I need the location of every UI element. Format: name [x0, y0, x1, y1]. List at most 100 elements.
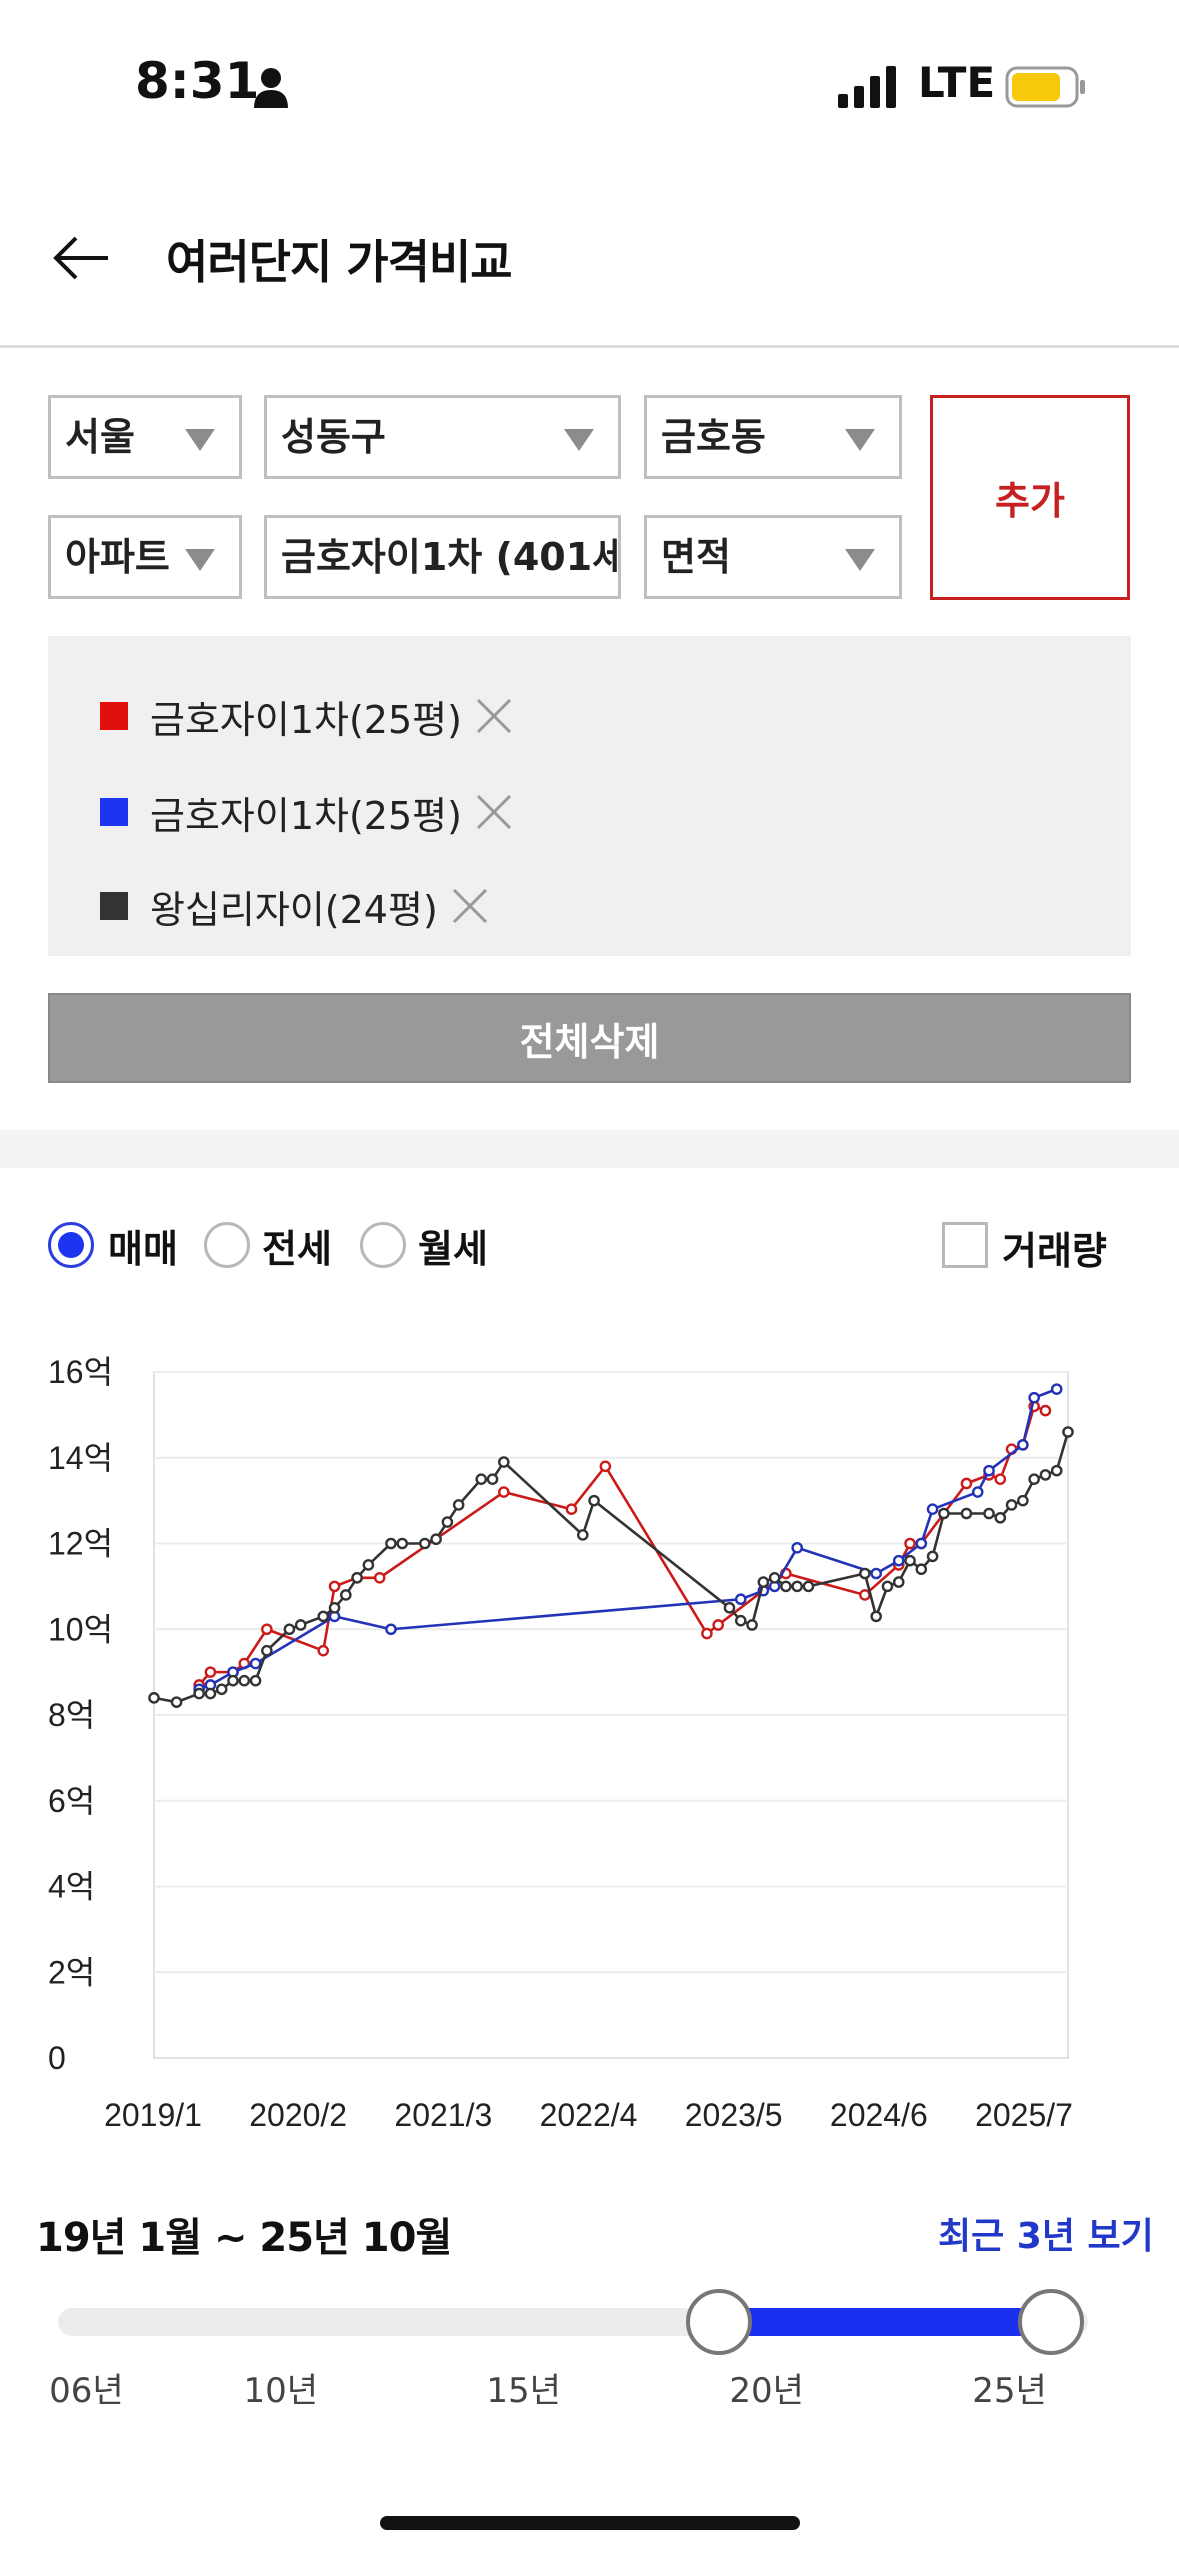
data-point [1017, 1439, 1029, 1451]
data-point [1005, 1499, 1018, 1511]
color-swatch [100, 892, 128, 920]
list-item: 왕십리자이(24평) [100, 876, 490, 936]
range-scale-label: 06년 [49, 2371, 124, 2411]
type-select-value: 아파트 [65, 535, 170, 579]
person-icon [254, 68, 288, 108]
data-point [419, 1537, 431, 1550]
radio-monthly-label[interactable]: 월세 [418, 1227, 488, 1271]
x-tick-label: 2022/4 [540, 2097, 638, 2133]
y-tick-label: 14억 [48, 1440, 113, 1476]
data-point [351, 1571, 363, 1584]
data-point [791, 1580, 803, 1593]
data-point [340, 1589, 352, 1601]
data-point [193, 1687, 205, 1700]
data-point [362, 1559, 375, 1571]
range-scale-label: 25년 [972, 2371, 1047, 2411]
selected-list: 금호자이1차(25평) 금호자이1차(25평) 왕십리자이(24평) [48, 636, 1131, 956]
x-tick-label: 2024/6 [830, 2097, 928, 2133]
data-point [1050, 1383, 1063, 1395]
data-point [283, 1623, 296, 1636]
chevron-down-icon [185, 549, 215, 571]
x-tick-label: 2025/7 [975, 2097, 1073, 2133]
data-point [723, 1602, 736, 1614]
data-point [1017, 1494, 1029, 1507]
data-point [768, 1571, 781, 1584]
city-select[interactable]: 서울 [48, 395, 242, 479]
range-track-selected [718, 2308, 1051, 2336]
x-tick-label: 2021/3 [394, 2097, 492, 2133]
dong-select[interactable]: 금호동 [644, 395, 902, 479]
recent-3-years-link[interactable]: 최근 3년 보기 [938, 2216, 1154, 2257]
radio-sale-label[interactable]: 매매 [108, 1227, 178, 1271]
chevron-down-icon [564, 429, 594, 451]
chevron-down-icon [845, 429, 875, 451]
data-point [486, 1473, 499, 1485]
data-point [870, 1567, 882, 1580]
data-point [960, 1477, 973, 1490]
series-line [153, 1431, 1070, 1704]
data-point [983, 1464, 995, 1477]
range-start-handle[interactable] [685, 2289, 752, 2355]
close-icon[interactable] [474, 696, 514, 736]
range-scale-label: 10년 [243, 2371, 319, 2411]
data-point [1050, 1464, 1063, 1477]
status-time: 8:31 [135, 52, 260, 110]
close-icon[interactable] [450, 886, 490, 926]
data-point [994, 1473, 1007, 1485]
range-end-handle[interactable] [1017, 2289, 1084, 2355]
data-point [565, 1503, 578, 1515]
y-tick-label: 16억 [48, 1354, 113, 1390]
data-point [317, 1644, 330, 1657]
area-select[interactable]: 면적 [644, 515, 902, 599]
data-point [328, 1602, 341, 1614]
data-point [983, 1507, 995, 1520]
data-point [430, 1533, 442, 1546]
data-point [396, 1537, 409, 1550]
back-arrow-icon[interactable] [50, 226, 114, 290]
radio-monthly[interactable] [360, 1222, 406, 1268]
radio-jeonse-label[interactable]: 전세 [262, 1227, 332, 1271]
data-point [1062, 1426, 1074, 1438]
area-select-value: 면적 [661, 535, 731, 579]
data-point [215, 1683, 228, 1696]
radio-jeonse[interactable] [204, 1222, 250, 1268]
volume-checkbox[interactable] [942, 1222, 988, 1268]
y-tick-label: 10억 [48, 1611, 113, 1647]
data-point [1028, 1391, 1040, 1404]
period-range-text: 19년 1월 ~ 25년 10월 [36, 2215, 452, 2261]
data-point [802, 1580, 815, 1593]
complex-select[interactable]: 금호자이1차 (401세대 [264, 515, 621, 599]
add-button[interactable]: 추가 [930, 395, 1130, 600]
volume-label[interactable]: 거래량 [1002, 1229, 1107, 1273]
data-point [904, 1537, 916, 1550]
data-point [870, 1610, 882, 1623]
data-point [249, 1674, 262, 1687]
data-point [148, 1692, 160, 1704]
data-point [328, 1580, 341, 1593]
section-divider [0, 1130, 1179, 1168]
data-point [892, 1576, 905, 1588]
data-point [576, 1529, 589, 1541]
battery-icon [1005, 66, 1085, 108]
data-point [915, 1563, 928, 1576]
data-point [1039, 1404, 1052, 1417]
list-item-label: 왕십리자이(24평) [150, 887, 438, 932]
radio-sale[interactable] [48, 1222, 94, 1268]
header-divider [0, 345, 1179, 348]
data-point [960, 1507, 973, 1520]
data-point [746, 1619, 758, 1631]
close-icon[interactable] [474, 792, 514, 832]
price-chart: 0 2억 4억 6억 8억 10억 12억 14억 16억 2019/1 2020/2 2021/3 2… [48, 1354, 1074, 2133]
y-tick-label: 4억 [48, 1869, 95, 1905]
y-tick-label: 12억 [48, 1526, 113, 1562]
data-point [498, 1486, 510, 1498]
y-tick-label: 8억 [48, 1697, 95, 1733]
data-point [1039, 1469, 1052, 1481]
data-point [238, 1674, 251, 1687]
data-point [1028, 1473, 1040, 1485]
district-select[interactable]: 성동구 [264, 395, 621, 479]
range-scale-label: 20년 [729, 2371, 804, 2411]
delete-all-button[interactable]: 전체삭제 [48, 993, 1131, 1083]
type-select[interactable]: 아파트 [48, 515, 242, 599]
y-tick-label: 0 [48, 2040, 66, 2076]
